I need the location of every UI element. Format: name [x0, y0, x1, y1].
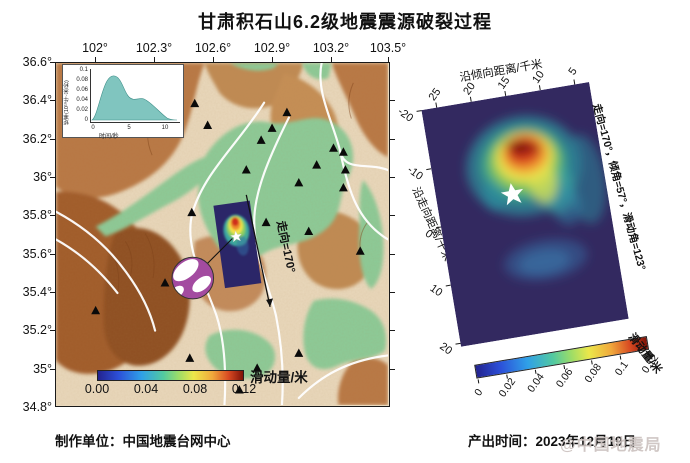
colorbar-tick: 0.12 — [231, 382, 257, 396]
colorbar-tick: 0.08 — [182, 382, 208, 396]
lat-tick-label: 36° — [33, 170, 52, 184]
map-slip-colorbar — [97, 370, 244, 381]
product-time-text: 产出时间：2023年12月19日 — [468, 434, 637, 449]
inset-y-tick: 0.02 — [76, 107, 88, 113]
lat-tick-label: 35.6° — [22, 247, 52, 261]
panel-colorbar-tick: 0.08 — [582, 361, 605, 386]
inset-x-tick: 10 — [161, 125, 169, 131]
inset-x-tick: 5 — [127, 125, 131, 131]
lon-tick-label: 103.2° — [312, 41, 350, 55]
inset-y-tick: 0.1 — [79, 67, 88, 73]
colorbar-tick: 0.00 — [84, 382, 110, 396]
lat-tick-label: 35.2° — [22, 323, 52, 337]
page-title: 甘肃积石山6.2级地震震源破裂过程 — [197, 12, 493, 32]
source-time-function-inset: 矩率(10¹⁸牛·米/秒) 0.1 0.08 0.06 0.04 0.02 0 … — [62, 64, 184, 140]
hypocenter-star — [500, 183, 524, 206]
panel-colorbar-tick: 0.06 — [553, 366, 576, 390]
beachball-connector — [206, 238, 233, 265]
fault-plane-figure: 沿倾向距离/千米 25 20 15 10 5 -20 -10 0 10 20 沿… — [395, 56, 682, 430]
inset-plot-area — [90, 69, 180, 123]
strike-tick: -20 — [395, 105, 416, 125]
inset-y-axis-label: 矩率(10¹⁸牛·米/秒) — [64, 80, 70, 126]
colorbar-tick: 0.04 — [133, 382, 159, 396]
inset-y-tick: 0 — [84, 117, 88, 123]
seismic-station-triangles — [91, 98, 365, 394]
panel-colorbar-tick: 0.04 — [525, 371, 547, 395]
slip-heatmap-panel — [421, 82, 629, 347]
map-colorbar-label: 滑动量/米 — [250, 370, 308, 385]
producer-text: 制作单位：中国地震台网中心 — [55, 434, 231, 449]
inset-y-tick: 0.04 — [76, 97, 88, 103]
inset-y-tick: 0.06 — [76, 87, 88, 93]
strike-tick: 10 — [427, 282, 445, 300]
lon-tick-label: 103.5° — [369, 41, 407, 55]
lat-tick-label: 35.8° — [22, 208, 52, 222]
panel-colorbar-tick: 0.02 — [496, 375, 519, 400]
lat-tick-label: 35.4° — [22, 285, 52, 299]
lon-tick-label: 102.6° — [194, 41, 232, 55]
epicenter-star — [230, 230, 242, 243]
lat-tick-label: 36.6° — [22, 55, 52, 69]
moment-rate-curve — [90, 75, 178, 121]
fault-lines — [56, 63, 388, 405]
lon-tick-label: 102.9° — [253, 41, 291, 55]
inset-y-tick: 0.08 — [76, 77, 88, 83]
lon-tick-label: 102° — [82, 41, 108, 55]
inset-x-axis-label: 时间/秒 — [99, 134, 119, 140]
lat-tick-label: 35° — [33, 362, 52, 376]
lat-tick-label: 36.4° — [22, 93, 52, 107]
strike-tick: 20 — [437, 340, 455, 358]
inset-x-tick: 0 — [91, 125, 95, 131]
strike-arrow — [245, 194, 274, 307]
lat-tick-label: 34.8° — [22, 400, 52, 414]
map-slip-patch — [213, 200, 262, 289]
panel-colorbar-tick: 0.1 — [612, 359, 631, 378]
lat-tick-label: 36.2° — [22, 132, 52, 146]
panel-colorbar-tick: 0 — [472, 386, 486, 399]
lon-tick-label: 102.3° — [135, 41, 173, 55]
watermark-text: @中国地震局 — [560, 437, 662, 454]
